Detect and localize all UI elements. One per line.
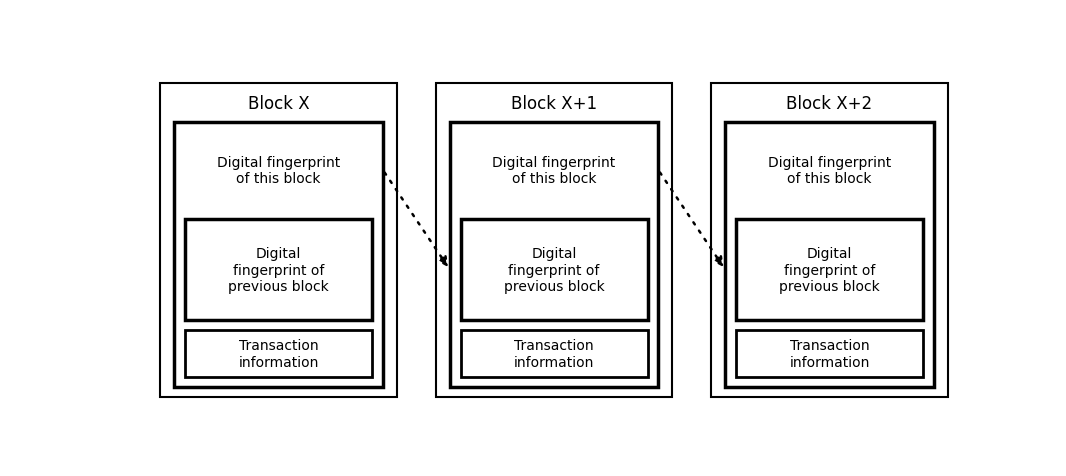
- Bar: [736, 220, 923, 320]
- Text: Transaction
information: Transaction information: [514, 338, 594, 369]
- Text: Block X+2: Block X+2: [787, 95, 872, 113]
- Bar: [185, 220, 372, 320]
- Bar: [736, 331, 923, 377]
- Text: Transaction
information: Transaction information: [789, 338, 870, 369]
- Bar: [160, 84, 397, 397]
- Bar: [725, 122, 934, 387]
- Bar: [461, 220, 647, 320]
- Text: Digital fingerprint
of this block: Digital fingerprint of this block: [768, 156, 891, 186]
- Bar: [711, 84, 948, 397]
- Bar: [450, 122, 659, 387]
- Text: Block X+1: Block X+1: [511, 95, 597, 113]
- Bar: [175, 122, 383, 387]
- Bar: [436, 84, 673, 397]
- Text: Digital
fingerprint of
previous block: Digital fingerprint of previous block: [504, 247, 604, 293]
- Text: Digital
fingerprint of
previous block: Digital fingerprint of previous block: [779, 247, 879, 293]
- Text: Digital fingerprint
of this block: Digital fingerprint of this block: [217, 156, 340, 186]
- Text: Block X: Block X: [248, 95, 309, 113]
- Text: Transaction
information: Transaction information: [239, 338, 319, 369]
- Bar: [461, 331, 647, 377]
- Text: Digital fingerprint
of this block: Digital fingerprint of this block: [492, 156, 616, 186]
- Bar: [185, 331, 372, 377]
- Text: Digital
fingerprint of
previous block: Digital fingerprint of previous block: [228, 247, 329, 293]
